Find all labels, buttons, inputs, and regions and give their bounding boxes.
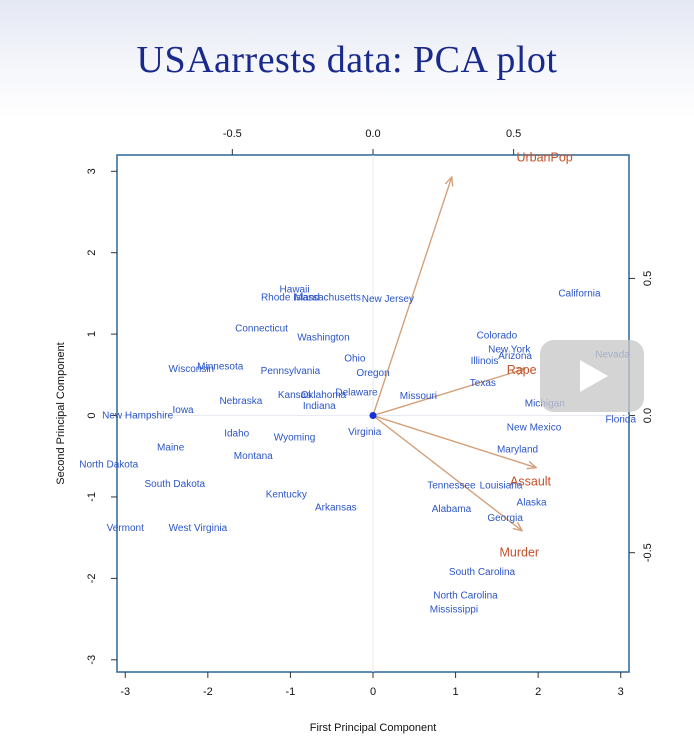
state-label: Connecticut	[235, 323, 288, 334]
state-label: North Dakota	[79, 459, 138, 470]
state-label: California	[558, 288, 601, 299]
play-icon	[580, 360, 608, 392]
state-label: Kentucky	[266, 490, 307, 501]
state-label: Illinois	[471, 356, 499, 367]
state-label: South Carolina	[449, 567, 516, 578]
state-label: Minnesota	[197, 362, 244, 373]
top-tick-label: 0.5	[506, 128, 521, 140]
state-label: Vermont	[107, 523, 144, 534]
x-tick-label: 1	[453, 686, 459, 698]
state-label: Virginia	[348, 427, 382, 438]
state-label: Idaho	[224, 428, 249, 439]
state-label: Ohio	[344, 354, 366, 365]
y-tick-label: -1	[86, 492, 98, 502]
y-tick-label: -3	[86, 655, 98, 665]
state-label: West Virginia	[169, 523, 228, 534]
state-label: Louisiana	[480, 481, 523, 492]
state-label: Iowa	[173, 405, 195, 416]
state-label: Maine	[157, 442, 185, 453]
x-tick-label: 0	[370, 686, 376, 698]
state-label: Arizona	[498, 351, 532, 362]
loading-arrow	[372, 177, 452, 416]
state-label: Nebraska	[219, 396, 262, 407]
right-tick-label: -0.5	[642, 543, 654, 562]
state-label: Alaska	[517, 498, 547, 509]
state-label: Wyoming	[274, 433, 316, 444]
top-tick-label: 0.0	[365, 128, 380, 140]
top-tick-label: -0.5	[223, 128, 242, 140]
loading-arrow	[372, 369, 525, 417]
state-label: Kansas	[278, 390, 311, 401]
state-label: Wisconsin	[169, 364, 215, 375]
state-label: Montana	[234, 451, 273, 462]
state-label: Arkansas	[315, 503, 357, 514]
x-tick-label: 2	[535, 686, 541, 698]
state-label: Hawaii	[280, 284, 310, 295]
loading-label: Assault	[510, 474, 552, 488]
state-label: Oregon	[356, 368, 389, 379]
state-label: Georgia	[487, 513, 523, 524]
state-label: New Jersey	[362, 294, 414, 305]
x-tick-label: -2	[203, 686, 213, 698]
loading-arrow	[372, 414, 522, 531]
state-label: Alabama	[432, 504, 472, 515]
state-label: Washington	[297, 332, 349, 343]
x-tick-label: -1	[286, 686, 296, 698]
right-tick-label: 0.0	[642, 408, 654, 423]
state-label: South Dakota	[145, 479, 206, 490]
y-tick-label: 1	[86, 331, 98, 337]
x-tick-label: 3	[618, 686, 624, 698]
x-axis-title: First Principal Component	[310, 722, 437, 734]
state-label: Rhode Island	[261, 292, 320, 303]
state-label: New York	[488, 345, 531, 356]
state-label: Rape	[507, 363, 537, 377]
state-label: Indiana	[303, 401, 336, 412]
state-label: Tennessee	[427, 481, 476, 492]
state-label: Missouri	[400, 391, 437, 402]
x-tick-label: -3	[120, 686, 130, 698]
loading-label: UrbanPop	[516, 151, 572, 165]
state-label: New Mexico	[507, 423, 562, 434]
y-tick-label: 3	[86, 168, 98, 174]
state-label: Colorado	[477, 331, 518, 342]
state-label: Mississippi	[430, 604, 478, 615]
video-play-button[interactable]	[540, 340, 644, 412]
y-axis-title: Second Principal Component	[55, 342, 67, 484]
state-label: New Hampshire	[102, 411, 174, 422]
origin-point	[369, 412, 377, 420]
state-label: Florida	[605, 415, 636, 426]
loading-label: Murder	[499, 546, 539, 560]
state-label: Massachusetts	[294, 292, 361, 303]
state-label: North Carolina	[433, 590, 498, 601]
loading-arrow	[372, 414, 536, 468]
right-tick-label: 0.5	[642, 271, 654, 286]
y-tick-label: 2	[86, 250, 98, 256]
state-label: Delaware	[335, 388, 378, 399]
state-label: Oklahoma	[301, 390, 347, 401]
state-label: Texas	[470, 378, 496, 389]
y-tick-label: -2	[86, 573, 98, 583]
slide-title: USAarrests data: PCA plot	[136, 39, 558, 81]
y-tick-label: 0	[86, 412, 98, 418]
state-label: Maryland	[497, 445, 538, 456]
state-label: Pennsylvania	[261, 366, 321, 377]
